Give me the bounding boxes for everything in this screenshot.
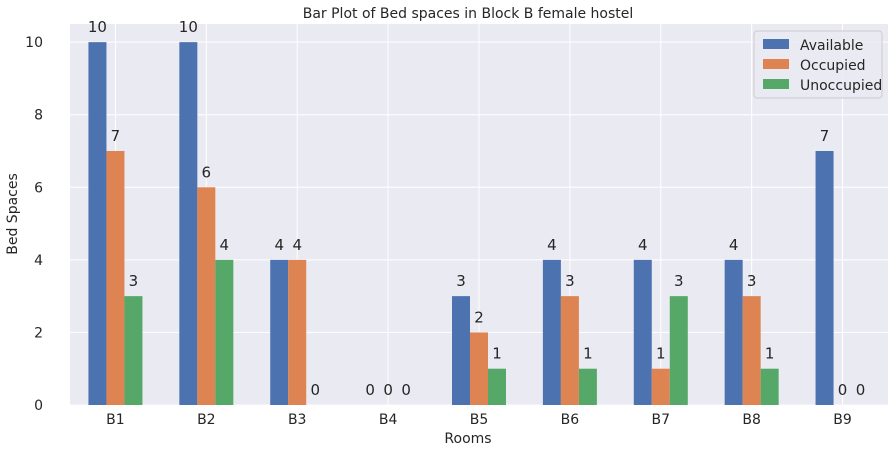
legend-swatch bbox=[763, 39, 789, 49]
legend-swatch bbox=[763, 59, 789, 69]
y-tick-labels: 0 2 4 6 8 10 bbox=[25, 35, 43, 414]
bar bbox=[669, 296, 688, 405]
y-tick-label: 2 bbox=[34, 325, 43, 341]
bar-value-label: 7 bbox=[111, 127, 121, 145]
bar-value-label: 0 bbox=[838, 381, 848, 399]
bar bbox=[124, 296, 143, 405]
bar bbox=[578, 368, 597, 405]
bar-value-label: 4 bbox=[220, 236, 230, 254]
bar-value-label: 7 bbox=[820, 127, 830, 145]
bar bbox=[270, 259, 289, 405]
bar-value-label: 0 bbox=[401, 381, 411, 399]
bar-value-label: 3 bbox=[456, 272, 466, 290]
bar-value-label: 0 bbox=[310, 381, 320, 399]
legend-swatch bbox=[763, 79, 789, 89]
y-tick-label: 10 bbox=[25, 35, 43, 51]
y-axis-label: Bed Spaces bbox=[5, 173, 21, 255]
bar-value-label: 0 bbox=[383, 381, 393, 399]
bar-value-label: 3 bbox=[565, 272, 575, 290]
bar bbox=[560, 296, 579, 405]
bar bbox=[488, 368, 506, 405]
bar-value-label: 0 bbox=[856, 381, 866, 399]
bars bbox=[88, 42, 834, 406]
legend-label: Unoccupied bbox=[800, 78, 882, 94]
bar bbox=[760, 368, 779, 405]
bar bbox=[470, 332, 488, 405]
x-tick-label: B1 bbox=[106, 412, 125, 428]
bar bbox=[633, 259, 652, 405]
x-tick-labels: B1 B2 B3 B4 B5 B6 B7 B8 B9 bbox=[106, 412, 852, 428]
bar-value-label: 2 bbox=[474, 308, 484, 326]
bar-value-label: 4 bbox=[547, 236, 557, 254]
bar bbox=[452, 296, 470, 405]
bar-value-label: 1 bbox=[583, 345, 593, 363]
bar bbox=[724, 259, 743, 405]
x-tick-label: B2 bbox=[197, 412, 216, 428]
y-tick-label: 4 bbox=[34, 253, 43, 269]
bar-value-label: 4 bbox=[638, 236, 648, 254]
x-tick-label: B6 bbox=[561, 412, 580, 428]
x-tick-label: B7 bbox=[652, 412, 671, 428]
bar-value-label: 10 bbox=[179, 18, 198, 36]
bar bbox=[106, 151, 125, 405]
bar-value-label: 3 bbox=[129, 272, 139, 290]
bar bbox=[179, 42, 198, 406]
x-tick-label: B9 bbox=[833, 412, 852, 428]
x-axis-label: Rooms bbox=[444, 431, 491, 447]
bar-value-label: 3 bbox=[747, 272, 757, 290]
bar-value-label: 4 bbox=[292, 236, 302, 254]
bar bbox=[215, 259, 234, 405]
y-tick-label: 0 bbox=[34, 398, 43, 414]
legend: Available Occupied Unoccupied bbox=[753, 30, 883, 99]
bar bbox=[651, 368, 670, 405]
legend-label: Available bbox=[800, 38, 863, 54]
y-tick-label: 6 bbox=[34, 180, 43, 196]
chart-title: Bar Plot of Bed spaces in Block B female… bbox=[303, 6, 634, 22]
legend-label: Occupied bbox=[800, 58, 866, 74]
y-tick-label: 8 bbox=[34, 108, 43, 124]
bar bbox=[542, 259, 561, 405]
bar-value-label: 4 bbox=[729, 236, 739, 254]
bar-value-label: 1 bbox=[656, 345, 666, 363]
bar bbox=[288, 259, 307, 405]
x-tick-label: B8 bbox=[742, 412, 761, 428]
bar-value-label: 0 bbox=[365, 381, 375, 399]
bar-value-label: 3 bbox=[674, 272, 684, 290]
x-tick-label: B3 bbox=[288, 412, 307, 428]
bar-value-label: 10 bbox=[88, 18, 107, 36]
bar bbox=[815, 151, 834, 405]
bar bbox=[742, 296, 761, 405]
bar-value-label: 6 bbox=[202, 163, 212, 181]
bar bbox=[197, 187, 216, 405]
bar-value-label: 1 bbox=[765, 345, 775, 363]
bar-value-label: 1 bbox=[492, 345, 502, 363]
x-tick-label: B5 bbox=[470, 412, 489, 428]
x-tick-label: B4 bbox=[379, 412, 398, 428]
bar bbox=[88, 42, 107, 406]
bar-value-label: 4 bbox=[274, 236, 284, 254]
